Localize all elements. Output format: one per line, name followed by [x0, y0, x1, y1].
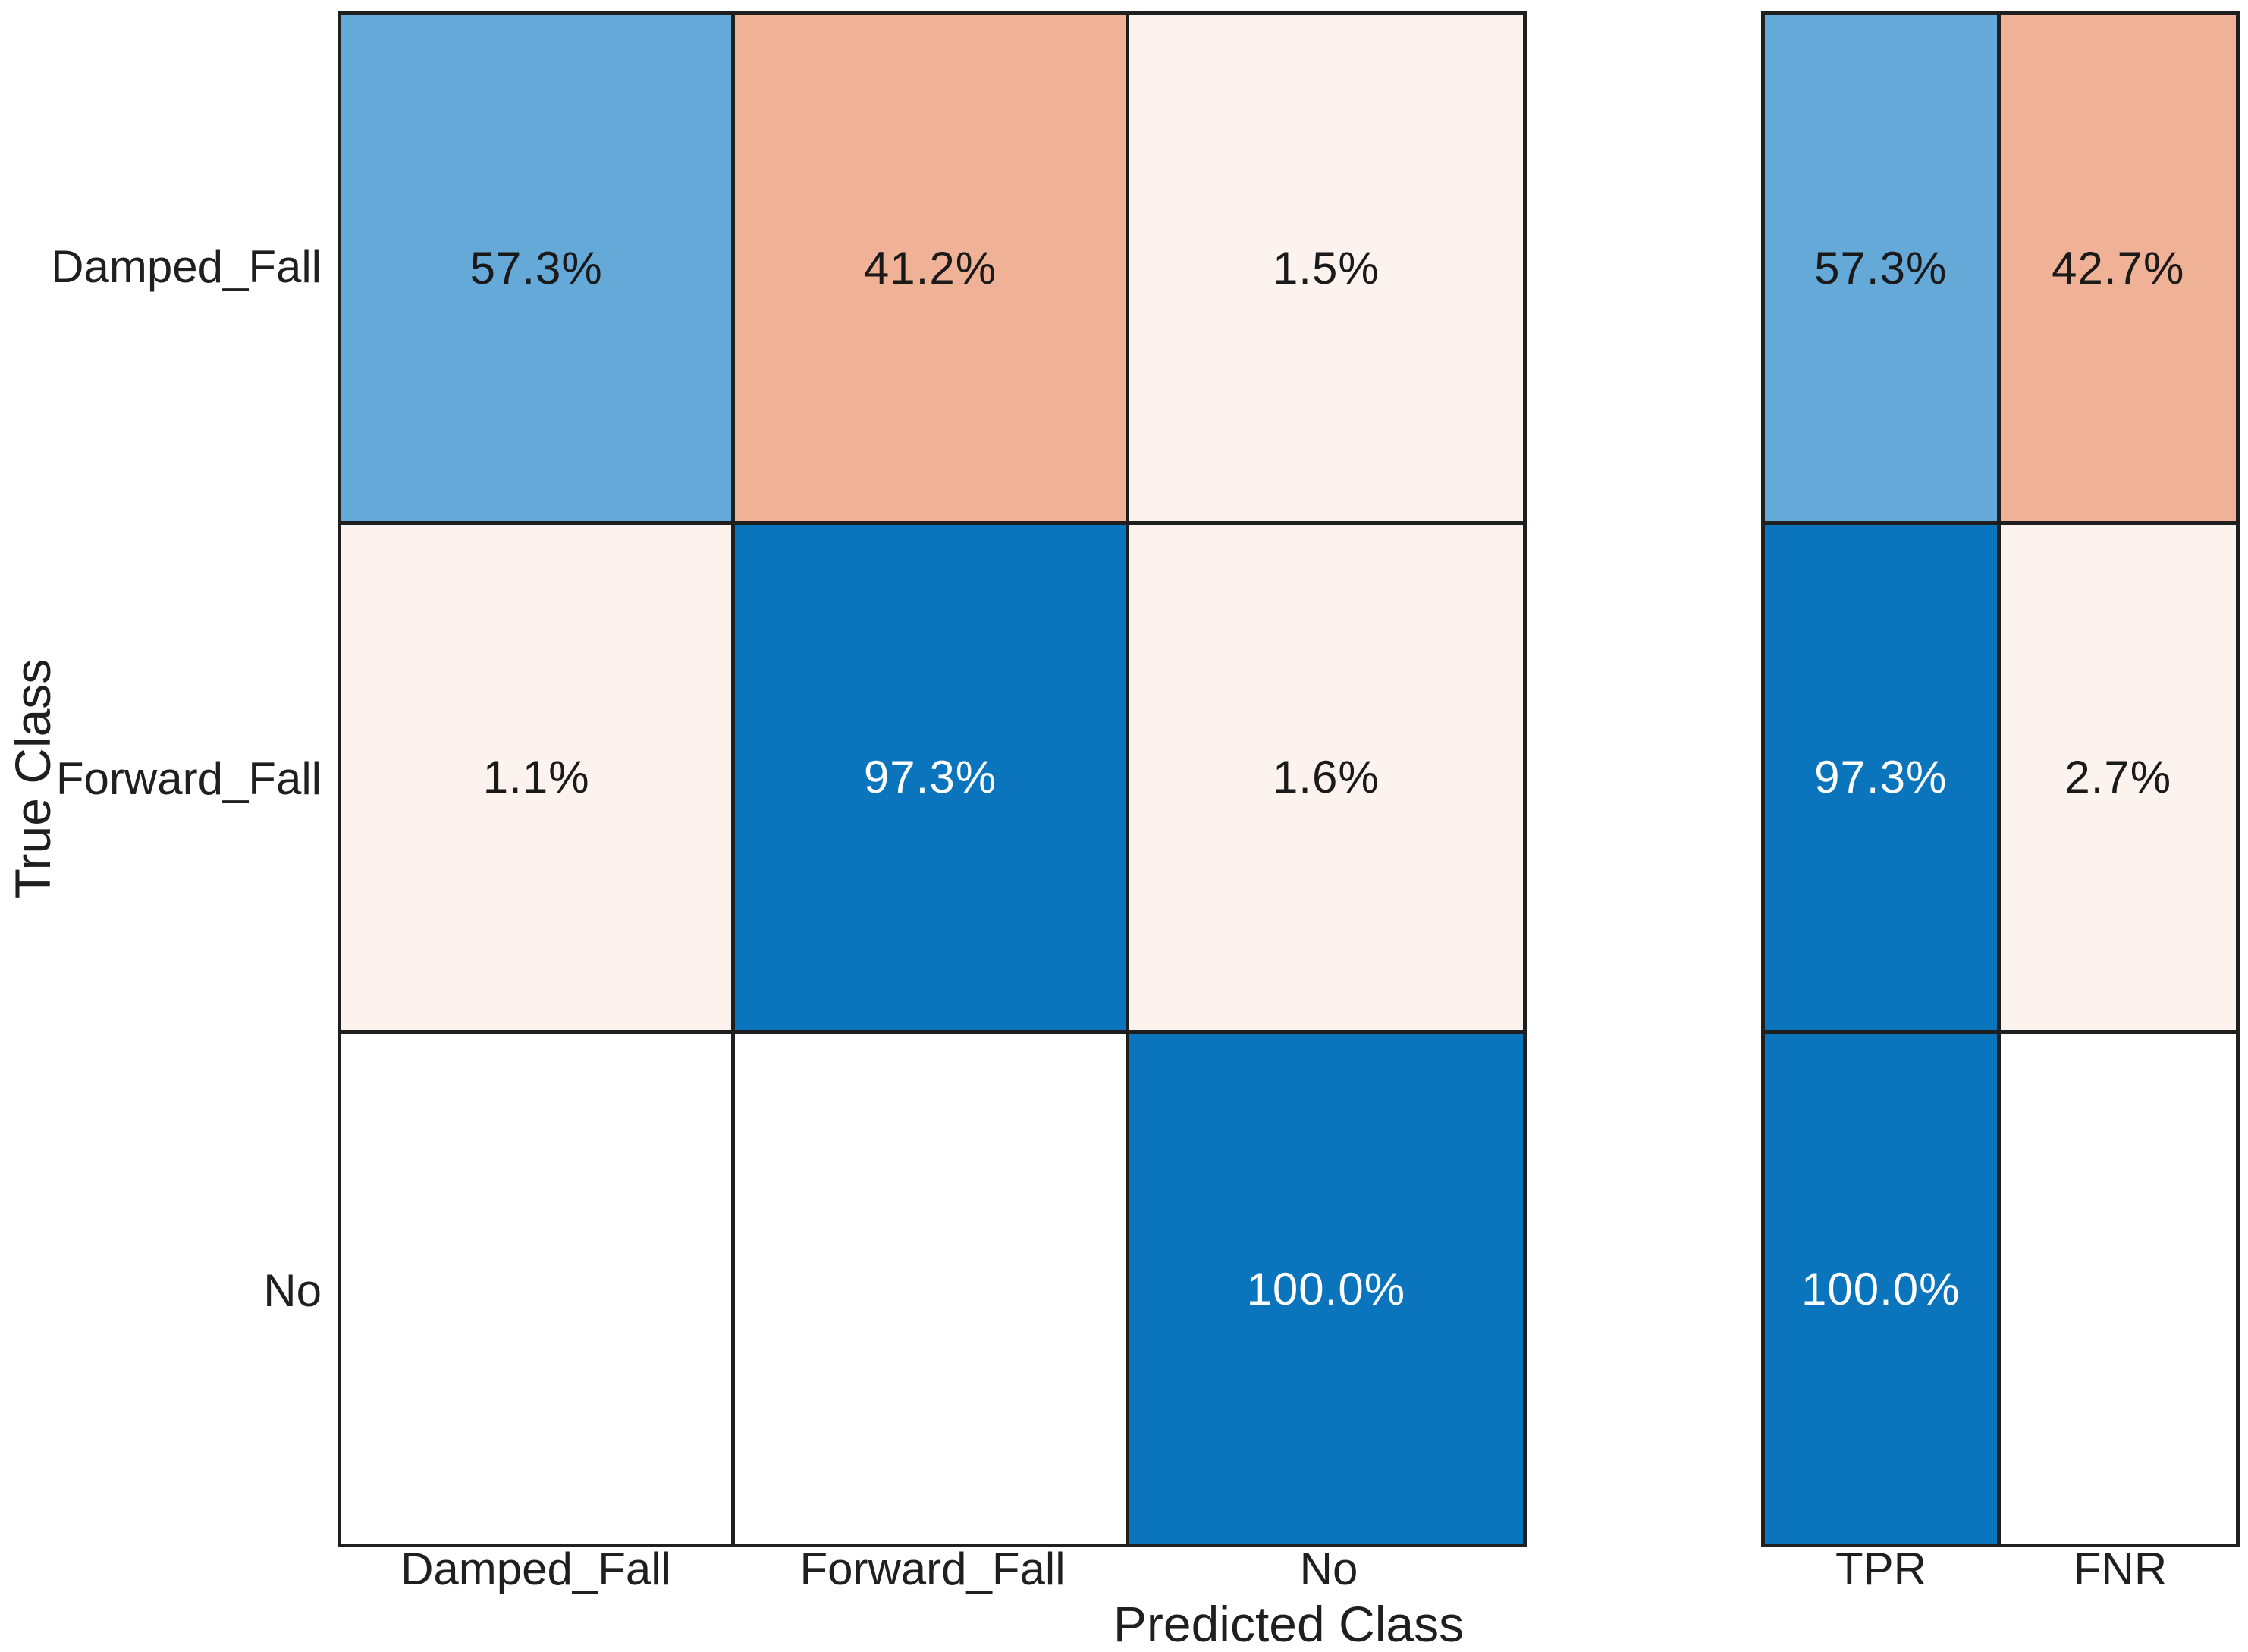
matrix-cell-r1-c1: 97.3% [735, 524, 1129, 1035]
confusion-matrix-grid: 57.3% 41.2% 1.5% 1.1% 97.3% 1.6% 100.0% [338, 11, 1527, 1547]
x-tick-no: No [1299, 1544, 1358, 1594]
x-tick-forward-fall: Forward_Fall [799, 1544, 1066, 1594]
matrix-cell-r1-c0: 1.1% [341, 524, 736, 1035]
matrix-cell-r2-c2: 100.0% [1129, 1034, 1523, 1544]
summary-cell-r1-tpr: 97.3% [1765, 524, 2001, 1035]
y-tick-forward-fall: Forward_Fall [55, 753, 322, 804]
y-axis-label: True Class [5, 658, 61, 900]
summary-cell-r2-tpr: 100.0% [1765, 1034, 2001, 1544]
matrix-cell-r0-c1: 41.2% [735, 15, 1129, 525]
x-tick-fnr: FNR [2073, 1544, 2168, 1594]
summary-cell-r2-fnr [2000, 1034, 2236, 1544]
matrix-cell-r1-c2: 1.6% [1129, 524, 1523, 1035]
row-summary-grid: 57.3% 42.7% 97.3% 2.7% 100.0% [1761, 11, 2240, 1547]
matrix-cell-r0-c2: 1.5% [1129, 15, 1523, 525]
matrix-cell-r2-c0 [341, 1034, 736, 1544]
y-tick-damped-fall: Damped_Fall [51, 241, 322, 292]
y-tick-no: No [263, 1265, 322, 1316]
summary-cell-r0-tpr: 57.3% [1765, 15, 2001, 525]
matrix-cell-r2-c1 [735, 1034, 1129, 1544]
matrix-cell-r0-c0: 57.3% [341, 15, 736, 525]
x-tick-damped-fall: Damped_Fall [400, 1544, 671, 1594]
x-tick-tpr: TPR [1835, 1544, 1926, 1594]
x-axis-label: Predicted Class [1113, 1596, 1465, 1652]
summary-cell-r1-fnr: 2.7% [2000, 524, 2236, 1035]
summary-cell-r0-fnr: 42.7% [2000, 15, 2236, 525]
